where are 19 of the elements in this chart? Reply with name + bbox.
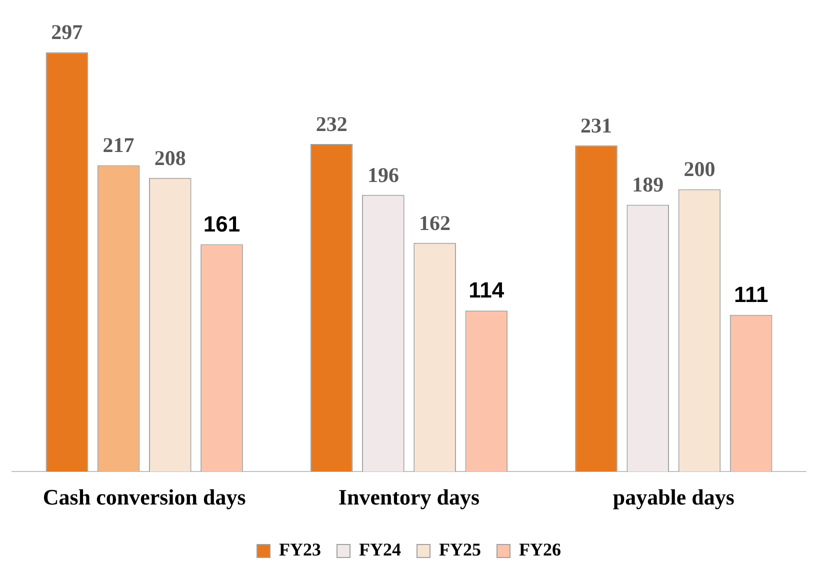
data-label: 217	[102, 133, 134, 158]
data-label: 208	[154, 146, 186, 170]
data-label: 162	[419, 210, 451, 235]
legend-label: FY25	[439, 540, 481, 560]
data-label: 161	[203, 211, 240, 236]
data-label: 232	[316, 112, 348, 136]
data-label: 189	[632, 172, 664, 197]
legend-label: FY23	[279, 540, 322, 560]
x-tick-label: Cash conversion days	[42, 484, 246, 510]
data-label: 111	[734, 282, 768, 307]
data-label: 297	[51, 20, 83, 44]
data-label: 114	[468, 278, 505, 303]
x-tick-label: payable days	[612, 484, 735, 510]
data-label: 200	[684, 157, 716, 182]
x-tick-label: Inventory days	[338, 484, 480, 510]
legend-label: FY24	[359, 540, 402, 560]
data-label: 196	[367, 162, 399, 187]
data-label: 231	[580, 113, 612, 138]
legend-label: FY26	[518, 540, 561, 560]
